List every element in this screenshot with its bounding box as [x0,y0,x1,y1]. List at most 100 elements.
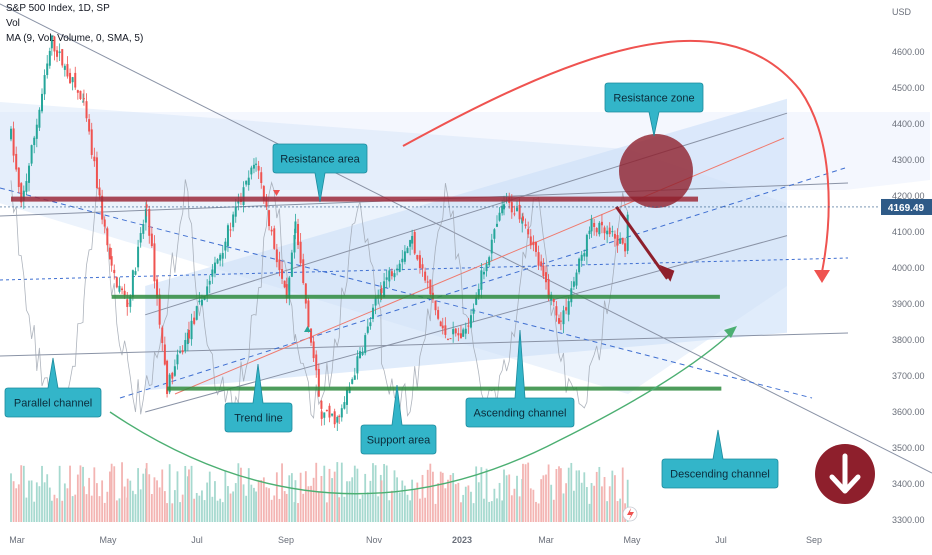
volume-bar [619,498,622,522]
candle-body [495,223,498,227]
volume-bar [364,473,367,522]
volume-bar [227,486,229,522]
volume-bar [616,501,619,522]
volume-bar [540,479,543,522]
candle-body [176,354,179,365]
volume-bar [377,496,380,522]
symbol-title[interactable]: S&P 500 Index, 1D, SP [6,3,110,14]
volume-bar [583,472,586,522]
month-label: May [99,535,117,545]
support-area-callout: Support area [360,384,437,455]
volume-bar [336,462,339,522]
candle-body [82,101,85,103]
candle-body [493,229,496,239]
candle-body [406,247,409,254]
volume-bar [532,489,535,522]
candle-body [200,299,203,305]
candle-body [131,270,134,297]
volume-bar [229,493,232,522]
candle-body [371,307,374,319]
candle-body [270,229,273,232]
candle-body [361,351,364,355]
candle-body [567,301,570,315]
volume-bar [369,480,372,522]
candle-body [85,101,88,119]
volume-bar [131,490,134,522]
candle-body [148,208,151,236]
volume-bar [490,501,493,522]
price-tick-label: 3800.00 [892,335,925,345]
ma-indicator-label[interactable]: MA (9, Vol: Volume, 0, SMA, 5) [6,33,144,44]
volume-bar [33,501,36,522]
resistance-area-callout-box [272,143,368,203]
volume-bar [158,487,161,522]
volume-bar [171,503,174,522]
candle-body [559,320,562,322]
candle-body [118,285,121,292]
candle-body [343,402,346,409]
volume-bar [485,468,488,522]
volume-bar [288,475,291,522]
candle-body [398,263,401,272]
volume-bar [552,499,555,522]
candle-body [411,235,414,244]
candle-body [93,156,96,162]
candle-body [193,317,196,324]
candle-body [490,239,493,254]
volume-bar [211,496,214,522]
volume-bar [299,472,302,522]
volume-bar [168,464,171,522]
candle-body [247,177,250,186]
candle-body [79,90,82,99]
month-label: Mar [538,535,554,545]
current-price-value: 4169.49 [888,203,925,214]
volume-bar [614,475,616,522]
price-tick-label: 4000.00 [892,263,925,273]
volume-bar [115,500,118,522]
candle-body [283,280,286,288]
candle-body [310,328,313,343]
candle-body [464,328,467,334]
volume-bar [447,479,449,522]
candle-body [485,263,488,272]
candle-body [139,233,142,243]
candle-body [41,93,44,112]
volume-bar [493,488,496,522]
volume-bar [245,495,248,522]
volume-bar [48,487,51,522]
volume-bar [43,482,46,522]
volume-bar [145,463,148,522]
volume-bar [372,463,374,522]
volume-bar [351,477,354,522]
candle-body [293,234,296,253]
dashed-trend-line-1 [0,187,813,399]
volume-bar [293,502,296,522]
candle-body [388,270,391,282]
candle-body [307,300,310,328]
volume-bar [76,474,79,522]
volume-label[interactable]: Vol [6,18,20,29]
candle-body [364,335,367,354]
volume-bar [203,500,206,522]
volume-bar [565,483,568,522]
volume-bar [262,477,265,522]
candle-body [439,321,442,327]
candle-body [53,36,56,52]
volume-bar [444,488,447,522]
candle-body [580,254,583,261]
candle-body [145,204,148,208]
support-level [167,386,722,391]
candle-body [134,271,137,275]
volume-bar [173,490,176,522]
channel-lower-line [0,332,849,357]
axis-currency-label: USD [892,7,912,17]
volume-bar [621,467,624,522]
candle-body [524,224,527,227]
candle-body [626,214,629,251]
volume-ma-line [10,179,629,419]
month-label: Jul [191,535,203,545]
volume-bar [224,470,227,522]
parallel-channel-callout-box [4,357,102,418]
volume-bar [307,486,310,522]
volume-bar [88,477,91,522]
